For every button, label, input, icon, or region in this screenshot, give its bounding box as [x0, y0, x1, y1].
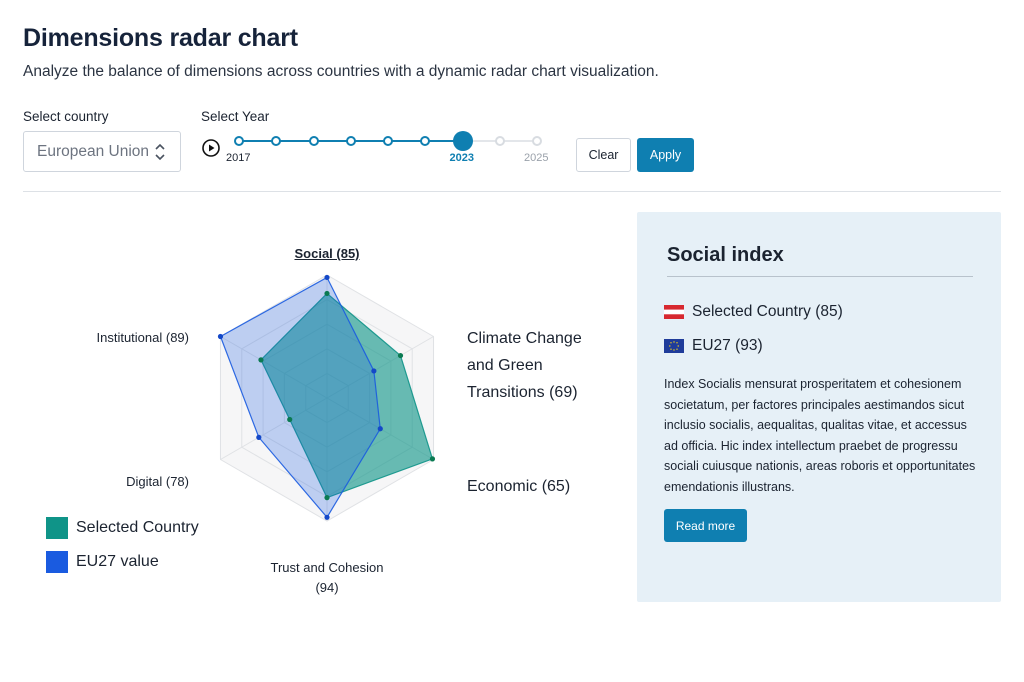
radar-chart [217, 274, 436, 522]
chevron-up-down-icon [155, 143, 165, 161]
year-step-2022[interactable] [420, 136, 431, 146]
year-tick-label: 2025 [524, 152, 549, 164]
panel-description: Index Socialis mensurat prosperitatem et… [664, 377, 976, 494]
radar-point [429, 456, 436, 462]
austria-flag-icon [664, 305, 684, 319]
year-tick-label: 2023 [449, 152, 474, 164]
selected-country-row: Selected Country (85) [664, 303, 843, 321]
radar-point [324, 514, 330, 520]
page-title: Dimensions radar chart [23, 24, 298, 52]
radar-axis-label-line: and Green [467, 357, 543, 374]
radar-axis-label-line: Trust and Cohesion [270, 560, 384, 575]
section-divider [23, 191, 1001, 192]
country-select-value: European Union [37, 143, 150, 160]
radar-axis-label-economic: Economic (65) [467, 473, 627, 500]
radar-axis-label-line: Climate Change [467, 330, 582, 347]
radar-point [217, 333, 224, 340]
radar-point [324, 495, 330, 501]
panel-divider [667, 276, 973, 277]
year-step-2023[interactable] [452, 131, 473, 151]
year-step-2020[interactable] [345, 136, 356, 146]
apply-button[interactable]: Apply [637, 138, 694, 172]
legend-label-eu27: EU27 value [76, 553, 159, 570]
year-step-2024 [494, 136, 505, 146]
play-icon[interactable] [202, 139, 220, 157]
year-step-2025 [532, 136, 542, 146]
radar-point [324, 290, 330, 297]
year-step-2019[interactable] [308, 136, 319, 146]
radar-point [258, 357, 264, 363]
radar-axis-label-line: Digital (78) [126, 474, 189, 489]
legend-swatch-selected [46, 517, 68, 539]
radar-axis-label-climate-change-and-green-transitions: Climate Change and Green Transitions (69) [467, 325, 627, 406]
legend-swatch-eu27 [46, 551, 68, 573]
year-step-2018[interactable] [271, 136, 282, 146]
year-step-2021[interactable] [383, 136, 393, 146]
legend-item-eu27: EU27 value [46, 551, 159, 573]
read-more-button[interactable]: Read more [664, 509, 747, 542]
radar-point [371, 368, 377, 374]
radar-axis-label-social[interactable]: Social (85) [262, 246, 392, 261]
eu27-value: EU27 (93) [692, 337, 763, 354]
eu-flag-icon [664, 339, 684, 353]
country-select[interactable]: European Union [23, 131, 181, 172]
country-select-label: Select country [23, 109, 109, 124]
radar-axis-label-line: Social (85) [294, 246, 360, 261]
radar-axis-label-institutional: Institutional (89) [49, 330, 190, 345]
index-info-panel: Social index Selected Country (85) EU27 … [637, 212, 1001, 602]
radar-point [397, 352, 404, 359]
panel-title: Social index [667, 244, 784, 266]
radar-axis-label-digital: Digital (78) [69, 474, 189, 489]
radar-point [324, 274, 330, 281]
radar-axis-label-trust-and-cohesion: Trust and Cohesion (94) [257, 558, 397, 598]
clear-button[interactable]: Clear [576, 138, 631, 172]
radar-axis-label-line: Economic (65) [467, 478, 571, 495]
year-tick-label: 2017 [226, 152, 251, 164]
year-step-2017[interactable] [234, 136, 244, 146]
eu27-row: EU27 (93) [664, 337, 763, 355]
radar-axis-label-line: (94) [315, 580, 339, 595]
legend-item-selected-country: Selected Country [46, 517, 199, 539]
year-slider[interactable]: 2017 2023 2025 [226, 128, 558, 168]
radar-point [256, 434, 262, 440]
radar-point [287, 416, 293, 423]
legend-label-selected: Selected Country [76, 519, 199, 536]
year-select-label: Select Year [201, 109, 270, 124]
radar-point [377, 426, 383, 432]
selected-country-value: Selected Country (85) [692, 303, 843, 320]
radar-axis-label-line: Transitions (69) [467, 384, 578, 401]
page-subtitle: Analyze the balance of dimensions across… [23, 63, 659, 80]
radar-axis-label-line: Institutional (89) [96, 330, 190, 345]
